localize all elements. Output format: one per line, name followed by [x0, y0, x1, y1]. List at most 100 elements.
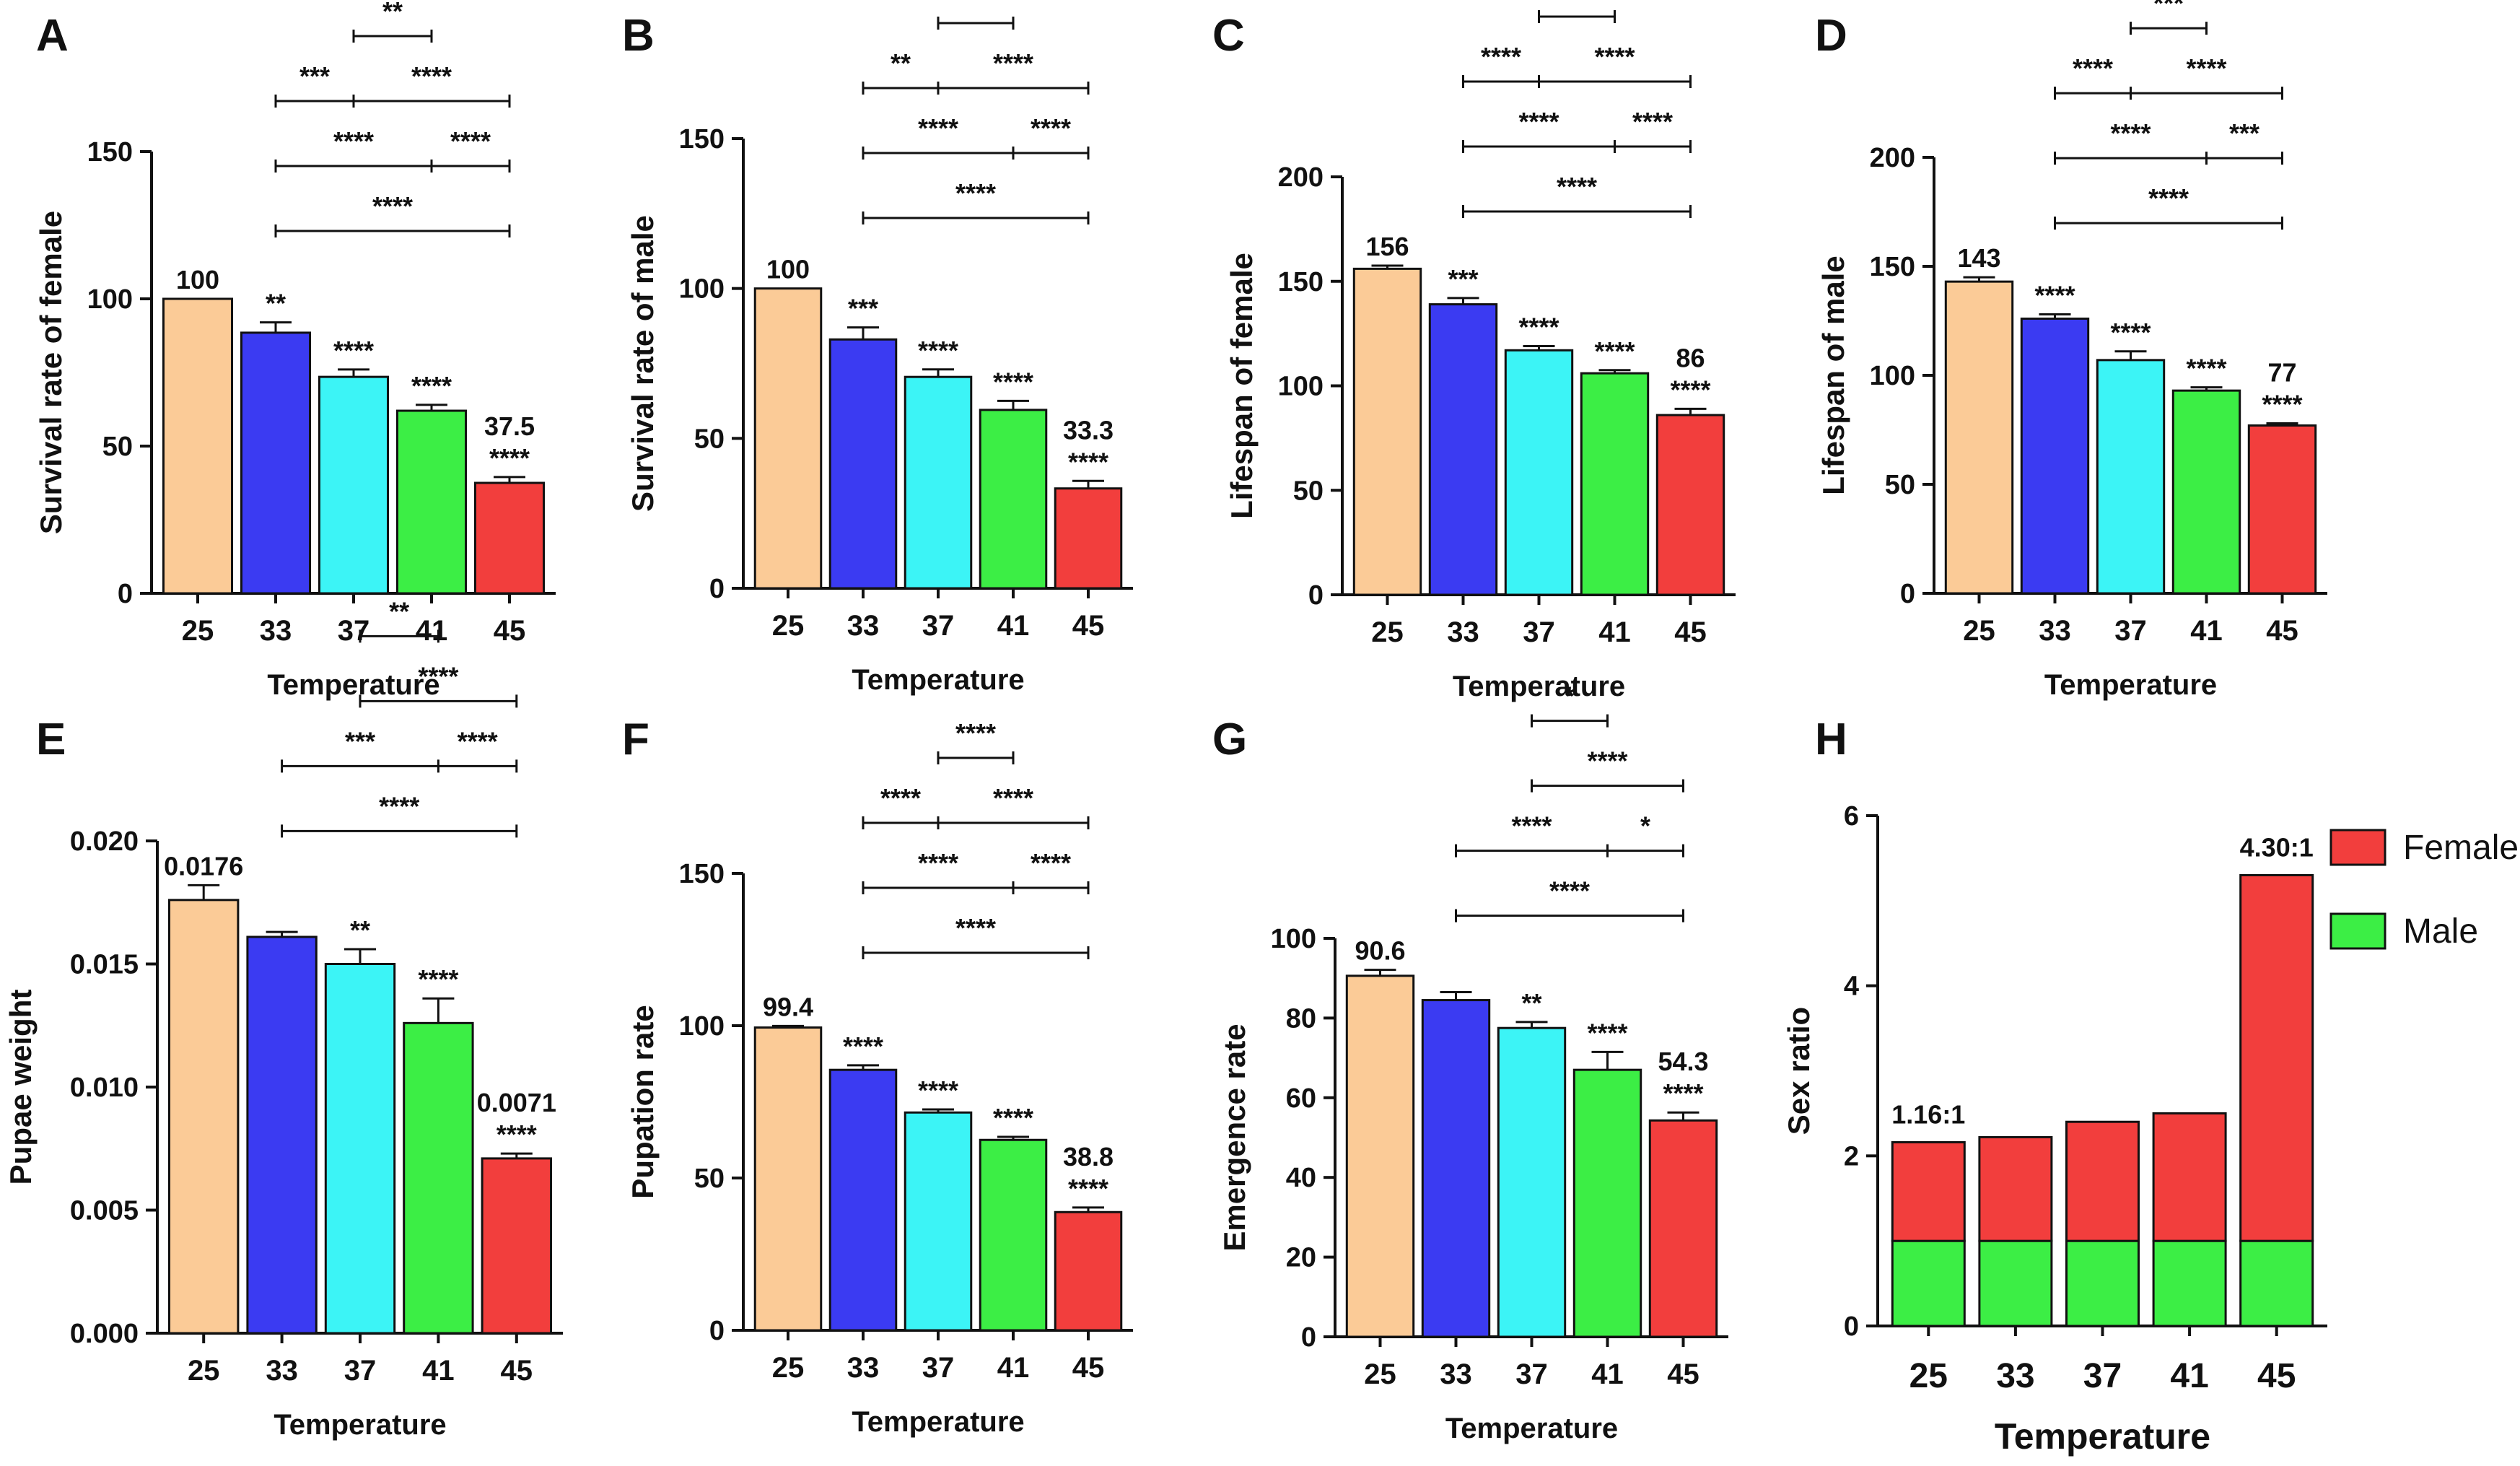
y-axis-label: Lifespan of female — [1225, 253, 1259, 519]
panel-letter: H — [1815, 715, 1847, 764]
x-tick-label: 41 — [1591, 1358, 1624, 1390]
comparison-label: **** — [458, 726, 498, 756]
y-axis-label: Sex ratio — [1782, 1007, 1816, 1135]
bar-label: **** — [333, 336, 374, 365]
x-tick-label: 37 — [338, 615, 370, 647]
female-segment-45 — [2239, 873, 2314, 1242]
legend-swatch-female — [2329, 829, 2386, 866]
x-tick-label: 25 — [772, 1352, 805, 1384]
bar-45 — [2247, 424, 2317, 595]
value-label: 37.5 — [484, 411, 535, 441]
panel-letter: C — [1212, 11, 1245, 61]
x-axis-label: Temperature — [274, 1409, 446, 1441]
y-tick-label: 0 — [709, 1316, 725, 1346]
bar-37 — [904, 1111, 973, 1332]
x-tick-label: 33 — [2039, 615, 2071, 647]
comparison-label: **** — [1632, 107, 1673, 136]
comparison-label: **** — [993, 48, 1033, 78]
y-tick-label: 100 — [87, 284, 133, 315]
female-segment-37 — [2065, 1120, 2140, 1242]
x-tick-label: 41 — [1598, 616, 1631, 648]
comparison-label: **** — [880, 783, 921, 813]
bar-label: **** — [496, 1120, 537, 1149]
y-tick-label: 150 — [679, 124, 725, 154]
y-tick-label: 200 — [1278, 162, 1324, 193]
ratio-label: 1.16:1 — [1891, 1099, 1965, 1129]
x-tick-label: 37 — [2083, 1357, 2122, 1395]
male-segment-41 — [2152, 1239, 2227, 1327]
y-tick-label: 60 — [1286, 1083, 1316, 1114]
y-tick-label: 0.010 — [70, 1073, 139, 1103]
bar-33 — [1421, 999, 1491, 1338]
y-tick-label: 0.005 — [70, 1196, 139, 1226]
comparison-label: **** — [379, 791, 419, 821]
comparison-label: **** — [1511, 811, 1552, 841]
bar-label: ** — [350, 915, 370, 945]
y-tick-label: 50 — [1885, 470, 1915, 500]
panel-g: G 0 20 40 60 80 100 Emergence rate 25 33 37 41 45 Tem… — [1212, 681, 1728, 1444]
bar-label: **** — [1518, 312, 1559, 341]
bar-label: 0.0176 — [164, 851, 243, 881]
bar-33 — [2020, 317, 2090, 595]
comparison-label: **** — [411, 61, 452, 91]
comparison-label: * — [1565, 681, 1575, 711]
y-tick-label: 6 — [1844, 801, 1859, 832]
y-axis-label: Survival rate of male — [626, 215, 660, 512]
comparison-label: **** — [918, 113, 958, 143]
x-tick-label: 45 — [494, 615, 526, 647]
comparison-label: **** — [955, 718, 996, 748]
bar-25 — [162, 297, 234, 595]
bar-41 — [979, 409, 1048, 590]
x-axis-label: Temperature — [1445, 1413, 1618, 1444]
x-tick-label: 37 — [1523, 616, 1555, 648]
y-tick-label: 0 — [1301, 1322, 1316, 1353]
bar-45 — [1054, 487, 1123, 590]
panel-d: D 0 50 100 150 200 Lifespan of male 25 33 37 41 45 T… — [1815, 0, 2327, 701]
comparison-label: ** — [389, 596, 409, 626]
comparison-label: **** — [955, 913, 996, 943]
comparison-label: **** — [450, 126, 491, 156]
comparison-label: *** — [299, 61, 330, 91]
bar-25 — [753, 287, 823, 590]
legend-label-female: Female — [2403, 829, 2519, 867]
y-tick-label: 150 — [87, 137, 133, 167]
value-label: 77 — [2267, 357, 2296, 387]
x-tick-label: 33 — [847, 610, 880, 642]
bar-33 — [1428, 303, 1498, 596]
bar-41 — [2171, 389, 2241, 595]
x-tick-label: 25 — [1371, 616, 1404, 648]
comparison-label: **** — [1557, 172, 1597, 201]
comparison-label: **** — [1031, 848, 1071, 878]
bar-25 — [1352, 267, 1422, 596]
bar-33 — [828, 1068, 898, 1332]
y-tick-label: 200 — [1870, 143, 1915, 173]
panel-letter: A — [36, 11, 69, 61]
x-tick-label: 45 — [2266, 615, 2298, 647]
bar-45 — [1655, 414, 1725, 596]
x-tick-label: 41 — [997, 610, 1030, 642]
x-axis-label: Temperature — [267, 669, 439, 701]
y-tick-label: 0 — [709, 574, 725, 604]
panel-e: E 0.000 0.005 0.010 0.015 0.020 Pupae weight 25… — [4, 596, 563, 1441]
y-tick-label: 4 — [1844, 972, 1859, 1002]
y-tick-label: 2 — [1844, 1141, 1859, 1172]
ratio-label: 4.30:1 — [2240, 832, 2314, 862]
bar-label: **** — [918, 1075, 958, 1105]
bar-label: 100 — [766, 255, 810, 284]
bar-label: **** — [1670, 375, 1710, 404]
bar-37 — [1504, 349, 1574, 596]
y-axis-label: Lifespan of male — [1816, 256, 1850, 494]
bar-label: *** — [848, 294, 878, 323]
panel-a: A 0 50 100 150 Survival rate of female 25 33 37 4… — [34, 0, 556, 701]
y-tick-label: 0 — [1844, 1312, 1859, 1342]
bar-41 — [1580, 372, 1650, 596]
y-tick-label: 100 — [679, 1011, 725, 1042]
comparison-label: **** — [955, 178, 996, 208]
x-tick-label: 25 — [1364, 1358, 1396, 1390]
comparison-label: **** — [918, 848, 958, 878]
x-tick-label: 41 — [997, 1352, 1030, 1384]
bar-41 — [403, 1021, 474, 1335]
comparison-label: **** — [2186, 53, 2226, 83]
y-axis-label: Pupae weight — [4, 990, 38, 1185]
value-label: 0.0071 — [477, 1088, 556, 1117]
